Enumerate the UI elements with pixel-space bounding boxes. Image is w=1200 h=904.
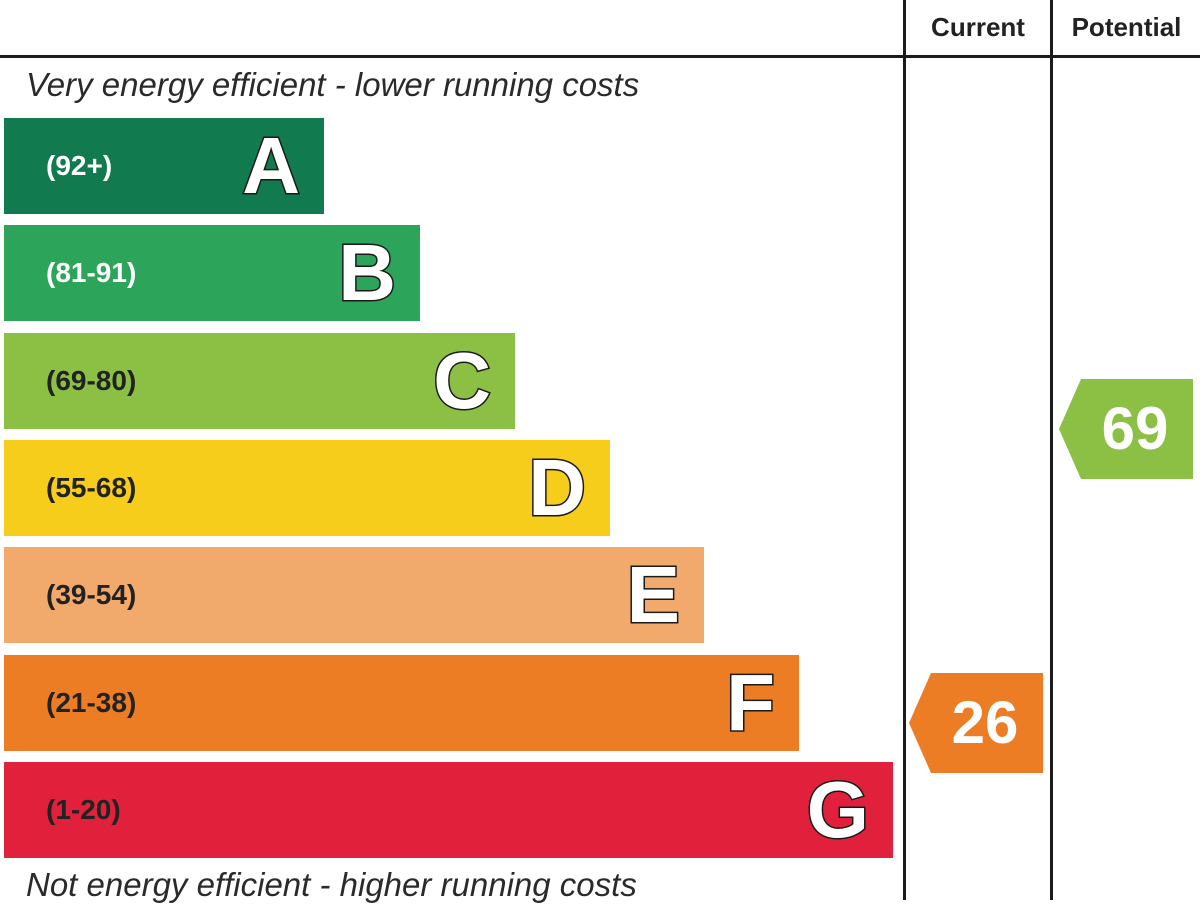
band-letter: E <box>625 549 681 641</box>
band-range-label: (1-20) <box>46 794 121 825</box>
band-letter: B <box>337 227 398 319</box>
band-range-label: (39-54) <box>46 579 137 610</box>
band-range-label: (92+) <box>46 150 113 181</box>
potential-badge-arrow <box>1059 379 1193 479</box>
band-letter: A <box>241 120 302 212</box>
potential-column-header: Potential <box>1071 12 1182 42</box>
band-range-label: (69-80) <box>46 365 137 396</box>
band-range-label: (55-68) <box>46 472 137 503</box>
band-c: (69-80) C <box>4 333 515 429</box>
band-letter: D <box>527 442 588 534</box>
band-e: (39-54) E <box>4 547 704 643</box>
bottom-caption: Not energy efficient - higher running co… <box>26 866 637 903</box>
current-rating-badge: 26 <box>909 673 1043 773</box>
band-letter: C <box>432 335 493 427</box>
band-d: (55-68) D <box>4 440 610 536</box>
current-column-divider <box>903 0 906 900</box>
current-rating-value: 26 <box>951 689 1019 756</box>
band-letter: F <box>725 657 777 749</box>
potential-rating-badge: 69 <box>1059 379 1193 479</box>
potential-column-divider <box>1050 0 1053 900</box>
potential-rating-value: 69 <box>1101 395 1169 462</box>
current-column-header: Current <box>931 12 1025 42</box>
current-badge-arrow <box>909 673 1043 773</box>
header-divider <box>0 55 1200 58</box>
band-b: (81-91) B <box>4 225 420 321</box>
band-a: (92+) A <box>4 118 324 214</box>
band-f: (21-38) F <box>4 655 799 751</box>
band-range-label: (81-91) <box>46 257 137 288</box>
band-range-label: (21-38) <box>46 687 137 718</box>
band-letter: G <box>805 764 870 856</box>
top-caption: Very energy efficient - lower running co… <box>26 66 640 103</box>
band-g: (1-20) G <box>4 762 893 858</box>
